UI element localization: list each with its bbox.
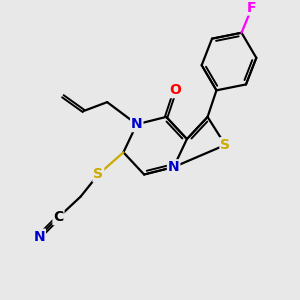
Text: C: C <box>53 210 64 224</box>
Text: S: S <box>220 138 230 152</box>
Text: F: F <box>247 1 256 15</box>
Text: N: N <box>168 160 179 174</box>
Text: N: N <box>33 230 45 244</box>
Text: N: N <box>131 117 142 131</box>
Text: S: S <box>93 167 103 182</box>
Text: O: O <box>169 83 181 97</box>
